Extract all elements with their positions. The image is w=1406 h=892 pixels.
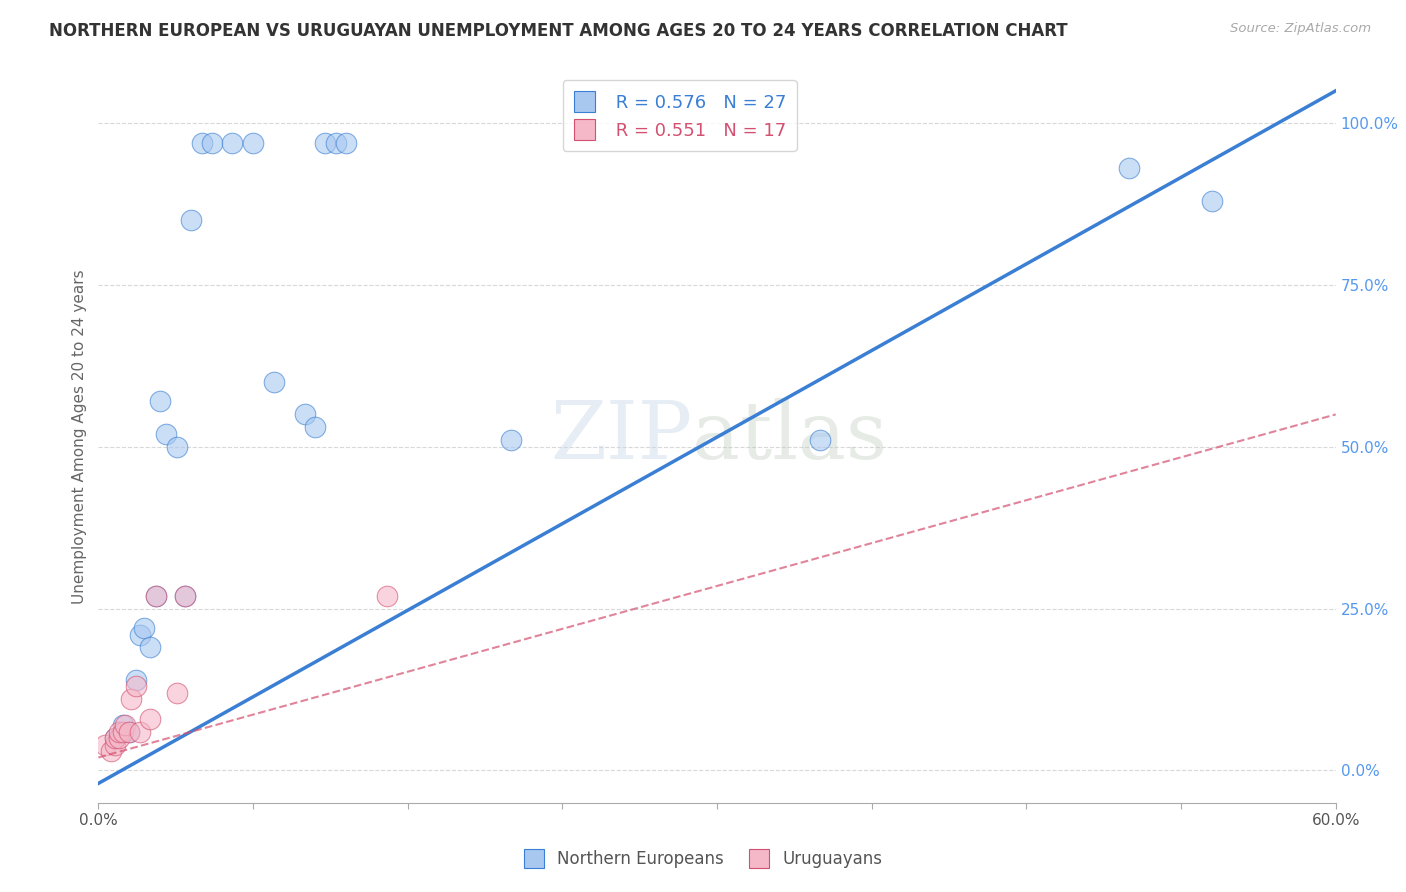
Point: [104, 731, 127, 745]
Point: [263, 375, 285, 389]
Point: [294, 408, 316, 422]
Text: ZIP: ZIP: [550, 398, 692, 476]
Point: [139, 640, 162, 655]
Point: [112, 724, 135, 739]
Point: [100, 744, 122, 758]
Legend: Northern Europeans, Uruguayans: Northern Europeans, Uruguayans: [517, 842, 889, 875]
Text: Source: ZipAtlas.com: Source: ZipAtlas.com: [1230, 22, 1371, 36]
Point: [155, 426, 177, 441]
Point: [325, 136, 347, 150]
Point: [304, 420, 326, 434]
Point: [166, 440, 188, 454]
Point: [242, 136, 264, 150]
Point: [112, 718, 135, 732]
Point: [201, 136, 224, 150]
Point: [104, 738, 127, 752]
Point: [314, 136, 336, 150]
Point: [1201, 194, 1223, 208]
Point: [149, 394, 172, 409]
Point: [499, 434, 522, 448]
Point: [808, 434, 831, 448]
Point: [128, 627, 150, 641]
Point: [118, 724, 141, 739]
Point: [118, 724, 141, 739]
Point: [145, 589, 167, 603]
Point: [108, 731, 131, 745]
Point: [335, 136, 357, 150]
Point: [166, 686, 188, 700]
Text: atlas: atlas: [692, 398, 887, 476]
Point: [174, 589, 197, 603]
Point: [145, 589, 167, 603]
Y-axis label: Unemployment Among Ages 20 to 24 years: Unemployment Among Ages 20 to 24 years: [72, 269, 87, 605]
Point: [114, 718, 136, 732]
Legend:  R = 0.576   N = 27,  R = 0.551   N = 17: R = 0.576 N = 27, R = 0.551 N = 17: [562, 80, 797, 151]
Point: [108, 724, 131, 739]
Point: [124, 673, 146, 687]
Point: [221, 136, 243, 150]
Point: [132, 621, 155, 635]
Point: [1118, 161, 1140, 176]
Point: [375, 589, 398, 603]
Point: [128, 724, 150, 739]
Point: [120, 692, 142, 706]
Point: [93, 738, 115, 752]
Point: [104, 731, 127, 745]
Point: [139, 712, 162, 726]
Point: [180, 213, 202, 227]
Point: [190, 136, 212, 150]
Point: [124, 679, 146, 693]
Point: [174, 589, 197, 603]
Text: NORTHERN EUROPEAN VS URUGUAYAN UNEMPLOYMENT AMONG AGES 20 TO 24 YEARS CORRELATIO: NORTHERN EUROPEAN VS URUGUAYAN UNEMPLOYM…: [49, 22, 1067, 40]
